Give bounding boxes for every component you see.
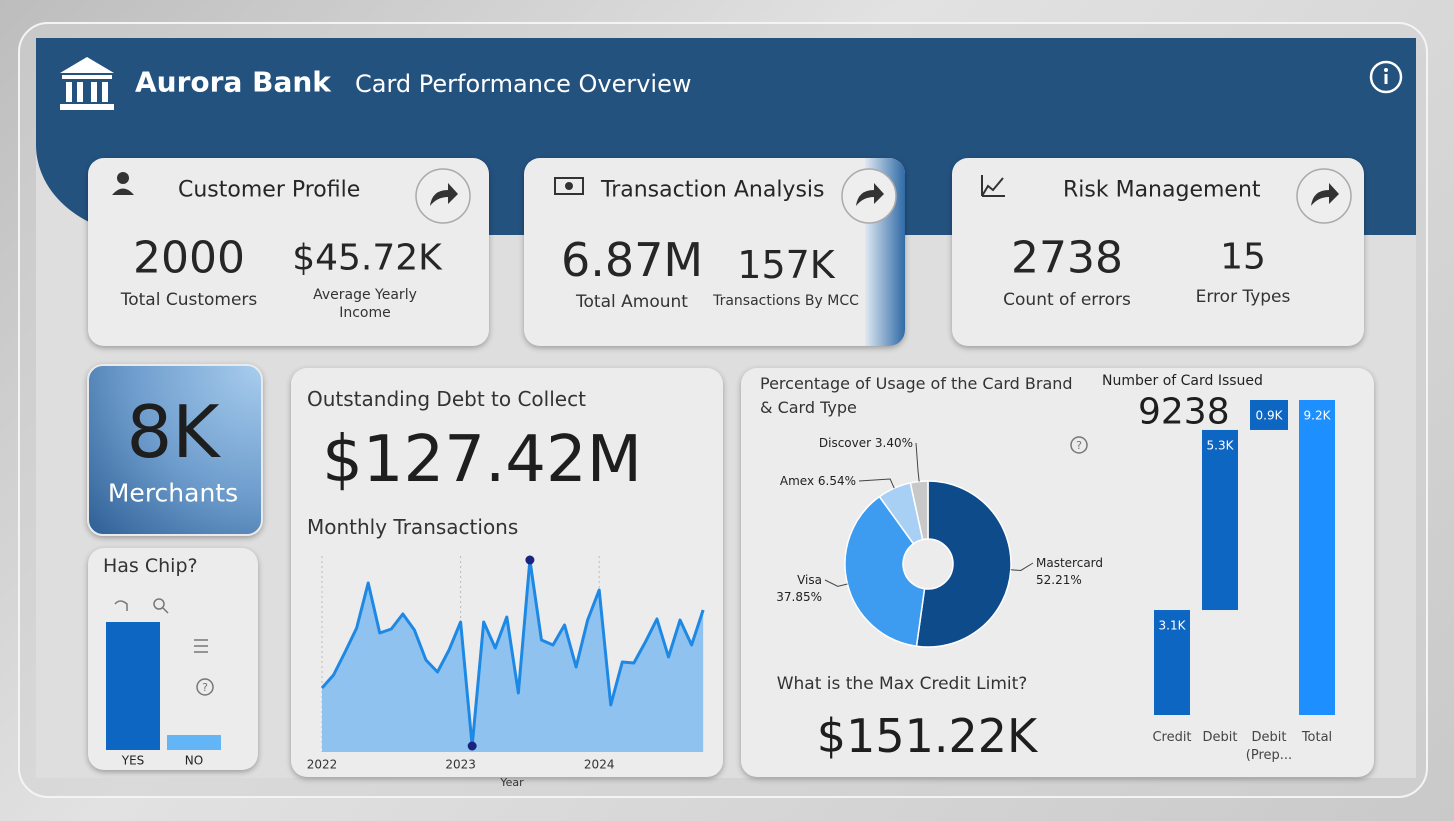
- kpi-label: Transactions By MCC: [713, 293, 859, 309]
- card-icons: [112, 172, 1005, 197]
- card-title: Customer Profile: [178, 177, 361, 203]
- leader-line: [1010, 562, 1034, 571]
- data-label: 5.3K: [1207, 438, 1235, 452]
- credit-limit-value: $151.22K: [816, 709, 1038, 763]
- kpi-card: [952, 158, 1364, 346]
- waterfall-bar: [1250, 400, 1288, 430]
- page-title: Card Performance Overview: [355, 70, 692, 98]
- chart-title: Has Chip?: [103, 555, 198, 577]
- bar: [106, 622, 160, 750]
- chart-title: Number of Card Issued: [1102, 373, 1263, 389]
- debt-value: $127.42M: [322, 423, 642, 497]
- waterfall-bar: [1299, 400, 1335, 715]
- bank-logo: [60, 57, 114, 110]
- chart-title: Monthly Transactions: [307, 515, 519, 539]
- leader-line: [824, 579, 848, 587]
- card-title: Transaction Analysis: [601, 177, 825, 203]
- label-value: 6.54%: [818, 474, 856, 488]
- x-tick-label-box: Total: [1301, 730, 1333, 745]
- data-label: 9.2K: [1304, 409, 1332, 423]
- pie-slice: [909, 480, 929, 541]
- brand: Aurora Bank: [135, 65, 331, 99]
- label-value: 37.85%: [776, 590, 822, 604]
- x-tick-label-box: Debit (Prep...: [1245, 730, 1293, 763]
- chart-subtitle: 9238: [1138, 391, 1230, 433]
- label-name: Mastercard: [1036, 556, 1103, 570]
- extreme-marker: [467, 741, 477, 751]
- card-title: Risk Management: [1063, 177, 1261, 203]
- data-label: Amex 6.54%: [780, 474, 856, 488]
- merchants-label: Merchants: [107, 478, 239, 508]
- x-axis-label: Year: [499, 776, 524, 789]
- waterfall-bar: [1154, 610, 1190, 715]
- kpi-value: 2000: [133, 232, 245, 284]
- label-name: Discover: [819, 436, 875, 450]
- leader-line: [915, 442, 920, 482]
- x-tick-label: 2022: [307, 758, 338, 772]
- label-name: Visa: [797, 573, 822, 587]
- leader-line: [858, 478, 895, 489]
- kpi-value: 157K: [737, 243, 835, 287]
- chart-title: Percentage of Usage of the Card Brand & …: [760, 374, 1073, 417]
- debt-title: Outstanding Debt to Collect: [307, 387, 586, 411]
- chip-tools: [114, 436, 1088, 696]
- x-tick-label-box: Debit: [1202, 730, 1238, 745]
- credit-limit-title: What is the Max Credit Limit?: [776, 674, 1028, 694]
- kpi-value: 2738: [1011, 232, 1123, 284]
- merchants-value: 8K: [126, 390, 220, 474]
- data-label: Discover 3.40%: [819, 436, 913, 450]
- x-tick-label: NO: [185, 754, 203, 768]
- pie-slice: [844, 495, 926, 648]
- kpi-label: Total Customers: [120, 290, 258, 310]
- data-label: Mastercard 52.21%: [1036, 556, 1103, 587]
- bar: [167, 735, 221, 750]
- kpi-value: $45.72K: [292, 237, 442, 279]
- data-label: 3.1K: [1159, 619, 1187, 633]
- kpi-value: 6.87M: [560, 233, 704, 287]
- label-value: 3.40%: [875, 436, 913, 450]
- info-button[interactable]: [1369, 60, 1403, 94]
- svg-text:?: ?: [202, 681, 208, 694]
- help-marks: ??: [202, 439, 1082, 694]
- kpi-label: Total Amount: [576, 292, 688, 312]
- x-tick-label: YES: [121, 754, 145, 768]
- waterfall-bar: [1202, 429, 1238, 611]
- x-tick-label: Debit: [1202, 730, 1238, 745]
- kpi-label: Error Types: [1195, 287, 1291, 307]
- extreme-marker: [525, 555, 535, 565]
- kpi-value: 15: [1220, 236, 1266, 278]
- merchants-card: [87, 364, 263, 536]
- x-tick-label: Debit (Prep...: [1245, 730, 1293, 763]
- share-arrows: [430, 183, 1339, 206]
- x-tick-label: Credit: [1152, 730, 1192, 745]
- kpi-label: Count of errors: [1003, 290, 1131, 310]
- svg-text:?: ?: [1076, 439, 1082, 452]
- label-name: Amex: [780, 474, 818, 488]
- label-value: 52.21%: [1036, 573, 1082, 587]
- data-label: Visa 37.85%: [776, 573, 822, 604]
- pie-slice: [915, 480, 1012, 648]
- x-tick-label: Total: [1301, 730, 1333, 745]
- data-label: 0.9K: [1256, 409, 1284, 423]
- line: [320, 558, 705, 748]
- x-tick-label: 2023: [445, 758, 476, 772]
- x-tick-label: 2024: [584, 758, 615, 772]
- x-tick-label-box: Credit: [1152, 730, 1192, 745]
- kpi-label: Average Yearly Income: [313, 287, 417, 321]
